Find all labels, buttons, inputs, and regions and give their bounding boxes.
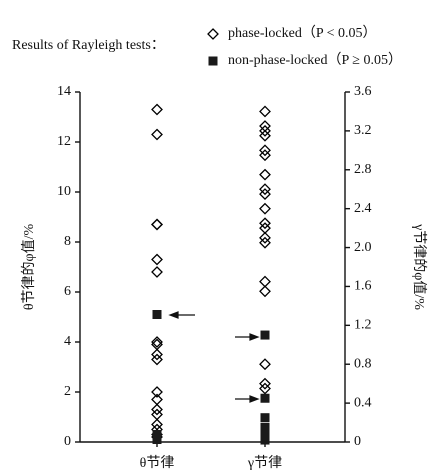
y2-tick-label: 0 xyxy=(354,434,361,449)
y-tick-label: 10 xyxy=(57,184,71,199)
diamond-point xyxy=(151,348,163,361)
diamond-point xyxy=(151,393,163,406)
diamond-point xyxy=(151,336,163,348)
diamond-point xyxy=(151,103,163,116)
y-tick-label: 0 xyxy=(64,434,71,449)
y-tick-label: 2 xyxy=(64,384,71,399)
diamond-point xyxy=(259,231,271,244)
square-point xyxy=(260,413,270,423)
diamond-point xyxy=(259,188,271,201)
legend-marker xyxy=(207,28,219,40)
diamond-point xyxy=(259,382,271,395)
legend-title: Results of Rayleigh tests： xyxy=(12,38,165,53)
y-tick-label: 12 xyxy=(57,134,71,149)
y-tick-label: 4 xyxy=(64,334,71,349)
diamond-point xyxy=(151,128,163,141)
x-tick-label: θ节律 xyxy=(140,455,175,471)
square-point xyxy=(260,330,270,340)
y-tick-label: 14 xyxy=(57,84,71,99)
y2-tick-label: 0.4 xyxy=(354,395,372,410)
diamond-point xyxy=(151,403,163,416)
diamond-point xyxy=(151,353,163,366)
y-tick-label: 6 xyxy=(64,284,71,299)
y2-tick-label: 0.8 xyxy=(354,356,372,371)
diamond-point xyxy=(259,275,271,288)
legend-label: non-phase-locked（P ≥ 0.05） xyxy=(228,52,402,68)
square-point xyxy=(260,393,270,403)
diamond-point xyxy=(259,236,271,249)
y2-tick-label: 3.6 xyxy=(354,84,372,99)
diamond-point xyxy=(259,168,271,181)
y2-tick-label: 2.4 xyxy=(354,201,372,216)
diamond-point xyxy=(259,183,271,196)
x-tick-label: γ节律 xyxy=(247,455,282,471)
y2-tick-label: 2.8 xyxy=(354,162,372,177)
diamond-point xyxy=(151,218,163,231)
square-point xyxy=(260,427,270,437)
diamond-point xyxy=(259,217,271,230)
y-tick-label: 8 xyxy=(64,234,71,249)
legend-label: phase-locked（P < 0.05） xyxy=(228,25,377,41)
y2-tick-label: 3.2 xyxy=(354,123,372,138)
y2-axis-label: γ节律的φ值/% xyxy=(411,223,427,310)
y2-tick-label: 1.6 xyxy=(354,279,372,294)
y-axis-label: θ节律的φ值/% xyxy=(21,223,37,310)
diamond-point xyxy=(259,202,271,215)
diamond-point xyxy=(259,149,271,162)
y2-tick-label: 2.0 xyxy=(354,240,372,255)
diamond-point xyxy=(259,358,271,371)
square-point xyxy=(152,310,162,319)
square-point xyxy=(152,430,162,439)
diamond-point xyxy=(151,253,163,266)
diamond-point xyxy=(259,129,271,142)
square-point xyxy=(260,435,270,445)
diamond-point xyxy=(259,105,271,118)
diamond-point xyxy=(259,377,271,390)
y2-tick-label: 1.2 xyxy=(354,318,372,333)
diamond-point xyxy=(259,285,271,298)
square-point xyxy=(152,435,162,444)
diamond-point xyxy=(151,266,163,278)
square-point xyxy=(260,422,270,432)
diamond-point xyxy=(259,144,271,157)
diamond-point xyxy=(151,218,163,231)
diamond-point xyxy=(151,386,163,398)
diamond-point xyxy=(259,124,271,137)
arrows xyxy=(168,311,260,403)
legend-marker xyxy=(208,56,218,66)
